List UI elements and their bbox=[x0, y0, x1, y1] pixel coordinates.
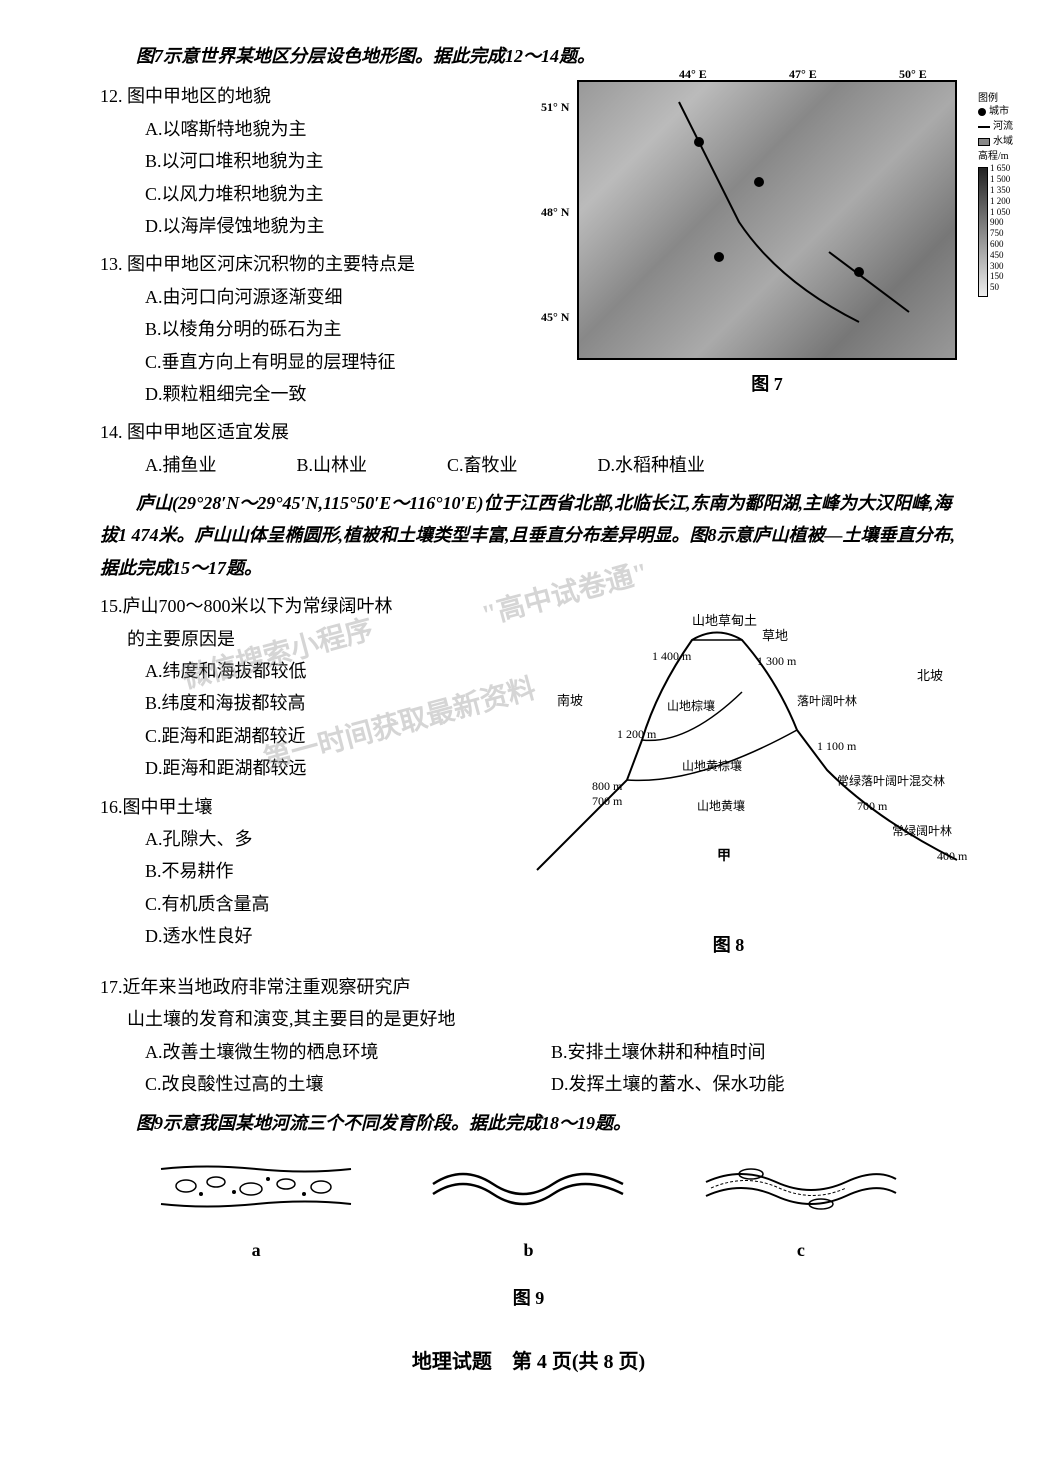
map-lat3: 45° N bbox=[541, 307, 569, 329]
q16-opt-a: A.孔隙大、多 bbox=[145, 823, 480, 855]
q14-stem: 14. 图中甲地区适宜发展 bbox=[100, 416, 957, 448]
stage-a: a bbox=[156, 1154, 356, 1267]
q14-opt-b: B.山林业 bbox=[297, 449, 368, 481]
q17-opt-c: C.改良酸性过高的土壤 bbox=[145, 1068, 551, 1100]
map-7-caption: 图 7 bbox=[577, 368, 957, 400]
q17-stem: 17.近年来当地政府非常注重观察研究庐 bbox=[100, 971, 957, 1003]
q15-opt-a: A.纬度和海拔都较低 bbox=[145, 655, 480, 687]
q13-opt-a: A.由河口向河源逐渐变细 bbox=[145, 281, 562, 313]
q14-opt-d: D.水稻种植业 bbox=[598, 449, 706, 481]
q15-stem2: 的主要原因是 bbox=[127, 623, 480, 655]
q17: 17.近年来当地政府非常注重观察研究庐 山土壤的发育和演变,其主要目的是更好地 … bbox=[100, 971, 957, 1101]
lbl-1200: 1 200 m bbox=[617, 727, 657, 741]
q16-stem: 16.图中甲土壤 bbox=[100, 791, 480, 823]
map-lat1: 51° N bbox=[541, 97, 569, 119]
q17-opt-a: A.改善土壤微生物的栖息环境 bbox=[145, 1036, 551, 1068]
map-overlay bbox=[579, 82, 955, 358]
lbl-yellowbrown: 山地黄棕壤 bbox=[682, 758, 742, 773]
map-7: 44° E 47° E 50° E 51° N 48° N 45° N 图例 城… bbox=[577, 80, 957, 360]
lbl-grass: 草地 bbox=[762, 628, 788, 643]
q12: 12. 图中甲地区的地貌 A.以喀斯特地貌为主 B.以河口堆积地貌为主 C.以风… bbox=[100, 80, 562, 242]
intro-7: 图7示意世界某地区分层设色地形图。据此完成12～14题。 bbox=[100, 40, 957, 72]
q13-stem: 13. 图中甲地区河床沉积物的主要特点是 bbox=[100, 248, 562, 280]
q13-opt-b: B.以棱角分明的砾石为主 bbox=[145, 313, 562, 345]
map-legend: 图例 城市 河流 水域 高程/m 1 650 1 500 1 350 1 200… bbox=[978, 92, 1013, 297]
q15-stem: 15.庐山700～800米以下为常绿阔叶林 bbox=[100, 590, 480, 622]
q13: 13. 图中甲地区河床沉积物的主要特点是 A.由河口向河源逐渐变细 B.以棱角分… bbox=[100, 248, 562, 410]
elev-labels: 1 650 1 500 1 350 1 200 1 050 900 750 60… bbox=[990, 163, 1010, 297]
legend-river: 河流 bbox=[993, 120, 1013, 133]
q14-opt-a: A.捕鱼业 bbox=[145, 449, 217, 481]
map-lat2: 48° N bbox=[541, 202, 569, 224]
lushan-passage: 庐山(29°28′N～29°45′N,115°50′E～116°10′E)位于江… bbox=[100, 487, 957, 584]
lbl-north: 北坡 bbox=[917, 668, 943, 683]
q12-stem: 12. 图中甲地区的地貌 bbox=[100, 80, 562, 112]
lbl-yellow: 山地黄壤 bbox=[697, 798, 745, 813]
q16-opt-c: C.有机质含量高 bbox=[145, 888, 480, 920]
q14: 14. 图中甲地区适宜发展 A.捕鱼业 B.山林业 C.畜牧业 D.水稻种植业 bbox=[100, 416, 957, 481]
elevation-bar bbox=[978, 167, 988, 297]
lbl-luoye: 落叶阔叶林 bbox=[797, 694, 857, 708]
lbl-brown: 山地棕壤 bbox=[667, 698, 715, 713]
q16-opt-d: D.透水性良好 bbox=[145, 920, 480, 952]
q16-opt-b: B.不易耕作 bbox=[145, 855, 480, 887]
page-footer: 地理试题 第 4 页(共 8 页) bbox=[100, 1344, 957, 1380]
lbl-700l: 700 m bbox=[592, 794, 623, 808]
stage-c: c bbox=[701, 1154, 901, 1267]
q15: 15.庐山700～800米以下为常绿阔叶林 的主要原因是 A.纬度和海拔都较低 … bbox=[100, 590, 480, 784]
lbl-south: 南坡 bbox=[557, 693, 583, 708]
lbl-mixed: 常绿落叶阔叶混交林 bbox=[837, 773, 945, 788]
lbl-1300: 1 300 m bbox=[757, 654, 797, 668]
stage-c-label: c bbox=[701, 1234, 901, 1266]
lbl-top: 山地草甸土 bbox=[692, 613, 757, 628]
q15-opt-c: C.距海和距湖都较近 bbox=[145, 720, 480, 752]
q12-opt-d: D.以海岸侵蚀地貌为主 bbox=[145, 210, 562, 242]
fig-8: 山地草甸土 草地 1 400 m 1 300 m 南坡 北坡 山地棕壤 落叶阔叶… bbox=[517, 610, 977, 890]
legend-elev-title: 高程/m bbox=[978, 150, 1013, 163]
q12-14-section: 12. 图中甲地区的地貌 A.以喀斯特地貌为主 B.以河口堆积地貌为主 C.以风… bbox=[100, 80, 957, 416]
q12-opt-c: C.以风力堆积地貌为主 bbox=[145, 178, 562, 210]
q13-opt-d: D.颗粒粗细完全一致 bbox=[145, 378, 562, 410]
stage-b-label: b bbox=[428, 1234, 628, 1266]
stage-a-label: a bbox=[156, 1234, 356, 1266]
fig-8-caption: 图 8 bbox=[500, 929, 957, 961]
q17-opt-b: B.安排土壤休耕和种植时间 bbox=[551, 1036, 957, 1068]
q13-opt-c: C.垂直方向上有明显的层理特征 bbox=[145, 346, 562, 378]
legend-water: 水域 bbox=[993, 135, 1013, 148]
q16: 16.图中甲土壤 A.孔隙大、多 B.不易耕作 C.有机质含量高 D.透水性良好 bbox=[100, 791, 480, 953]
legend-city: 城市 bbox=[989, 105, 1009, 118]
stage-b: b bbox=[428, 1154, 628, 1267]
fig-9-caption: 图 9 bbox=[100, 1282, 957, 1314]
q12-opt-b: B.以河口堆积地貌为主 bbox=[145, 145, 562, 177]
q15-opt-d: D.距海和距湖都较远 bbox=[145, 752, 480, 784]
lbl-evergreen: 常绿阔叶林 bbox=[892, 823, 952, 838]
lbl-1100: 1 100 m bbox=[817, 739, 857, 753]
lushan-section: "高中试卷通" 微信搜索小程序 第一时间获取最新资料 山地草甸土 草地 1 40… bbox=[100, 590, 957, 961]
q15-opt-b: B.纬度和海拔都较高 bbox=[145, 687, 480, 719]
lbl-400: 400 m bbox=[937, 849, 968, 863]
lbl-800: 800 m bbox=[592, 779, 623, 793]
fig-9-stages: a b c bbox=[120, 1154, 937, 1267]
intro-9: 图9示意我国某地河流三个不同发育阶段。据此完成18～19题。 bbox=[100, 1107, 957, 1139]
lbl-1400: 1 400 m bbox=[652, 649, 692, 663]
q12-14-left: 12. 图中甲地区的地貌 A.以喀斯特地貌为主 B.以河口堆积地貌为主 C.以风… bbox=[100, 80, 562, 416]
q17-opt-d: D.发挥土壤的蓄水、保水功能 bbox=[551, 1068, 957, 1100]
q12-opt-a: A.以喀斯特地貌为主 bbox=[145, 113, 562, 145]
map-7-container: 44° E 47° E 50° E 51° N 48° N 45° N 图例 城… bbox=[577, 80, 957, 416]
q14-opt-c: C.畜牧业 bbox=[447, 449, 518, 481]
lbl-700r: 700 m bbox=[857, 799, 888, 813]
q17-stem2: 山土壤的发育和演变,其主要目的是更好地 bbox=[127, 1003, 957, 1035]
legend-title: 图例 bbox=[978, 92, 1013, 105]
lbl-jia: 甲 bbox=[717, 848, 731, 864]
